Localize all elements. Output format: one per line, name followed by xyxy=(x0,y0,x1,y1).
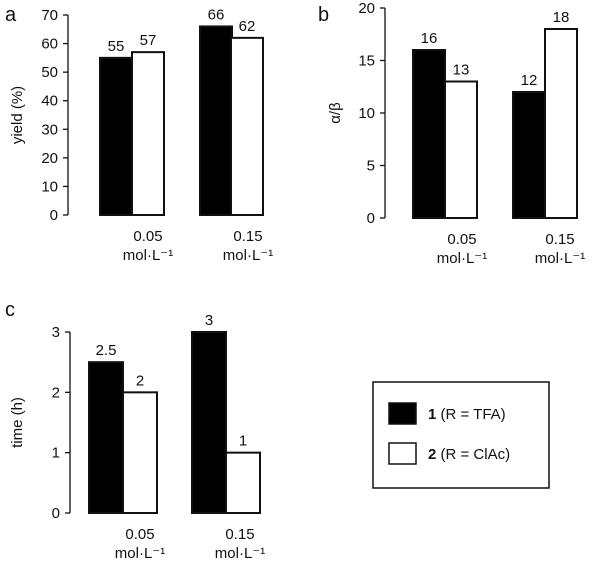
panel-letter: a xyxy=(5,4,17,26)
y-tick-label: 0 xyxy=(52,505,60,522)
y-tick-label: 1 xyxy=(52,445,60,462)
y-axis-title: yield (%) xyxy=(9,86,26,144)
y-tick-label: 5 xyxy=(367,158,375,175)
category-label-value: 0.15 xyxy=(225,526,254,543)
y-tick-label: 20 xyxy=(41,150,58,167)
panel-letter: b xyxy=(318,4,329,26)
legend-number-2: 2 xyxy=(428,446,436,463)
y-tick-label: 2 xyxy=(52,384,60,401)
y-tick-label: 60 xyxy=(41,36,58,53)
y-tick-label: 10 xyxy=(358,105,375,122)
category-label-unit: mol·L⁻¹ xyxy=(535,250,585,267)
data-label: 2.5 xyxy=(96,342,117,359)
category-label-unit: mol·L⁻¹ xyxy=(123,247,173,264)
data-label: 16 xyxy=(421,30,438,47)
category-label-value: 0.05 xyxy=(447,231,476,248)
legend-label-1: 1 (R = TFA) xyxy=(428,406,506,423)
data-label: 66 xyxy=(208,6,225,23)
legend-text-1: (R = TFA) xyxy=(436,406,505,423)
panel-letter: c xyxy=(5,299,15,321)
y-tick-label: 3 xyxy=(52,324,60,341)
legend-swatch-1 xyxy=(388,402,417,425)
data-label: 18 xyxy=(553,9,570,26)
category-label-unit: mol·L⁻¹ xyxy=(115,545,165,562)
chart-panel-c: c 0 1 2 3 time (h) 2.5 2 0.05 mol·L⁻¹ 3 1 0.15 mol·L⁻… xyxy=(5,299,265,562)
bar-series-1-low xyxy=(88,361,124,514)
category-label-unit: mol·L⁻¹ xyxy=(437,250,487,267)
category-label-unit: mol·L⁻¹ xyxy=(223,247,273,264)
data-label: 55 xyxy=(108,38,125,55)
legend-swatch-2 xyxy=(388,442,417,465)
y-tick-label: 30 xyxy=(41,121,58,138)
legend: 1 (R = TFA) 2 (R = ClAc) xyxy=(372,381,550,489)
category-label-value: 0.15 xyxy=(233,228,262,245)
bar-series-1-high xyxy=(199,25,233,216)
y-tick-label: 15 xyxy=(358,53,375,70)
data-label: 3 xyxy=(205,312,213,329)
data-label: 1 xyxy=(239,433,247,450)
data-label: 62 xyxy=(239,18,256,35)
legend-label-2: 2 (R = ClAc) xyxy=(428,446,510,463)
bar-series-1-high xyxy=(191,331,227,514)
y-tick-label: 20 xyxy=(358,0,375,17)
category-label-value: 0.05 xyxy=(125,526,154,543)
chart-panel-a: a 0 10 20 30 40 50 60 70 yield (%) 55 57 0.05 mol·L⁻¹… xyxy=(5,4,273,264)
y-axis-title: time (h) xyxy=(9,397,26,448)
y-tick-label: 10 xyxy=(41,178,58,195)
y-tick-label: 0 xyxy=(50,207,58,224)
bar-series-2-high xyxy=(544,28,578,219)
legend-number-1: 1 xyxy=(428,406,436,423)
y-tick-label: 70 xyxy=(41,7,58,24)
bar-series-1-low xyxy=(99,56,133,216)
data-label: 13 xyxy=(453,62,470,79)
bar-series-1-low xyxy=(412,49,446,219)
bar-series-2-low xyxy=(131,51,165,217)
legend-text-2: (R = ClAc) xyxy=(436,446,510,463)
chart-panel-b: b 0 5 10 15 20 α/β 16 13 0.05 mol·L⁻¹ 12 18 0.15 mol·L… xyxy=(318,0,585,267)
category-label-value: 0.05 xyxy=(133,228,162,245)
data-label: 57 xyxy=(140,32,157,49)
category-label-unit: mol·L⁻¹ xyxy=(215,545,265,562)
data-label: 2 xyxy=(136,372,144,389)
bar-series-1-high xyxy=(512,91,546,219)
y-tick-label: 0 xyxy=(367,210,375,227)
y-tick-label: 50 xyxy=(41,64,58,81)
bar-series-2-high xyxy=(225,451,261,514)
bar-series-2-low xyxy=(122,391,158,515)
legend-frame xyxy=(372,381,550,489)
y-tick-label: 40 xyxy=(41,93,58,110)
category-label-value: 0.15 xyxy=(545,231,574,248)
y-axis-title: α/β xyxy=(327,102,344,124)
bar-series-2-low xyxy=(444,80,478,219)
bar-series-2-high xyxy=(230,36,264,216)
data-label: 12 xyxy=(521,72,538,89)
